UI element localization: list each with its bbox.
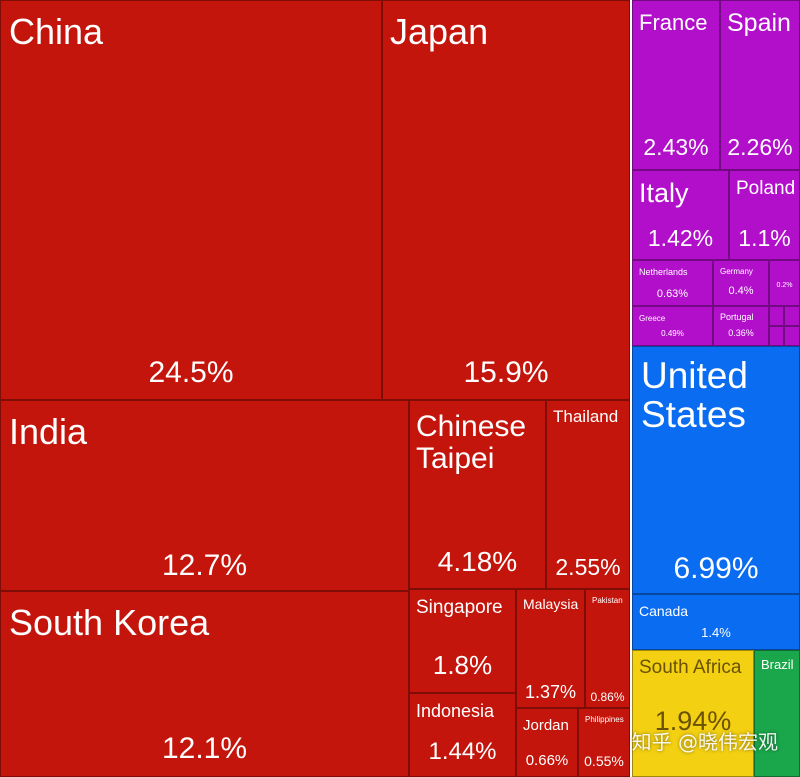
tile-small-europe: [769, 326, 784, 346]
tile-south-korea: South Korea 12.1%: [0, 591, 409, 777]
tile-value-label: 1.44%: [428, 738, 497, 765]
tile-value-label: 1.4%: [701, 625, 731, 640]
tile-small-europe: [784, 306, 800, 326]
tile-label: France: [639, 10, 708, 35]
tile-value-label: 0.66%: [525, 752, 569, 769]
tile-value-label: 6.99%: [673, 552, 759, 585]
tile-label: Netherlands: [639, 267, 688, 277]
tile-value-label: 0.63%: [656, 288, 689, 300]
tile-label: India: [9, 411, 88, 452]
tile-value-label: 1.94%: [654, 706, 732, 736]
tile-label: Singapore: [416, 597, 503, 618]
tile-germany: Germany 0.4%: [713, 260, 769, 306]
tile-china: China 24.5%: [0, 0, 382, 400]
tile-label: Malaysia: [523, 596, 579, 612]
tile-canada: Canada 1.4%: [632, 594, 800, 650]
tile-chinese-taipei: Chinese Taipei 4.18%: [409, 400, 546, 589]
tile-label: Canada: [639, 603, 689, 619]
tile-france: France 2.43%: [632, 0, 720, 170]
tile-label: Greece: [639, 314, 666, 323]
tile-label: Philippines: [585, 715, 624, 724]
tile-india: India 12.7%: [0, 400, 409, 591]
tile-jordan: Jordan 0.66%: [516, 708, 578, 777]
tile-philippines: Philippines 0.55%: [578, 708, 630, 777]
tile-label: Jordan: [523, 717, 569, 734]
tile-label: Spain: [727, 9, 791, 37]
tile-small-europe: [769, 306, 784, 326]
tile-value-label: 0.55%: [584, 753, 624, 769]
tile-label: United States: [641, 355, 748, 435]
tile-value-label: 12.7%: [161, 549, 248, 582]
tile-value-label: 12.1%: [161, 732, 248, 765]
tile-label: Brazil: [761, 657, 794, 672]
tile-indonesia: Indonesia 1.44%: [409, 693, 516, 777]
tile-label: China: [9, 11, 104, 52]
tile-portugal: Portugal 0.36%: [713, 306, 769, 346]
tile-value-label: 24.5%: [148, 356, 234, 389]
tile-united-states: United States 6.99%: [632, 346, 800, 594]
tile-value-label: 2.43%: [643, 134, 709, 160]
tile-south-africa: South Africa 1.94%: [632, 650, 754, 777]
tile-singapore: Singapore 1.8%: [409, 589, 516, 693]
tile-malaysia: Malaysia 1.37%: [516, 589, 585, 708]
tile-label: Italy: [639, 178, 689, 208]
tile-label: South Korea: [9, 602, 210, 643]
tile-poland: Poland 1.1%: [729, 170, 800, 260]
tile-value-label: 15.9%: [463, 356, 549, 389]
tile-value-label: 2.55%: [555, 554, 621, 580]
tile-small-europe: [784, 326, 800, 346]
tile-japan: Japan 15.9%: [382, 0, 630, 400]
tile-label: Chinese Taipei: [416, 410, 527, 475]
tile-label: South Africa: [639, 657, 742, 678]
tile-thailand: Thailand 2.55%: [546, 400, 630, 589]
tile-spain: Spain 2.26%: [720, 0, 800, 170]
watermark: 知乎 @晓伟宏观: [631, 730, 778, 754]
tile-label: Thailand: [553, 407, 619, 426]
tile-item-18: 0.2%: [769, 260, 800, 306]
tile-label: Germany: [720, 267, 753, 276]
tile-label: Poland: [736, 178, 796, 199]
tile-label: Portugal: [720, 312, 754, 322]
tile-value-label: 0.49%: [661, 329, 684, 338]
tile-value-label: 1.1%: [738, 225, 791, 251]
tile-greece: Greece 0.49%: [632, 306, 713, 346]
tile-value-label: 2.26%: [727, 134, 793, 160]
tile-label: Japan: [390, 11, 489, 52]
tile-value-label: 0.36%: [728, 328, 754, 338]
tile-label: Pakistan: [592, 596, 623, 605]
tile-label: Indonesia: [416, 701, 495, 721]
tile-value-label: 1.8%: [432, 650, 493, 680]
tile-netherlands: Netherlands 0.63%: [632, 260, 713, 306]
tile-value-label: 0.2%: [776, 282, 793, 289]
tile-value-label: 4.18%: [437, 546, 518, 577]
tile-value-label: 0.86%: [590, 690, 625, 704]
tile-value-label: 1.42%: [647, 225, 714, 251]
tile-italy: Italy 1.42%: [632, 170, 729, 260]
tile-value-label: 1.37%: [524, 682, 577, 702]
tile-value-label: 0.4%: [728, 285, 754, 297]
tile-brazil: Brazil: [754, 650, 800, 777]
tile-pakistan: Pakistan 0.86%: [585, 589, 630, 708]
